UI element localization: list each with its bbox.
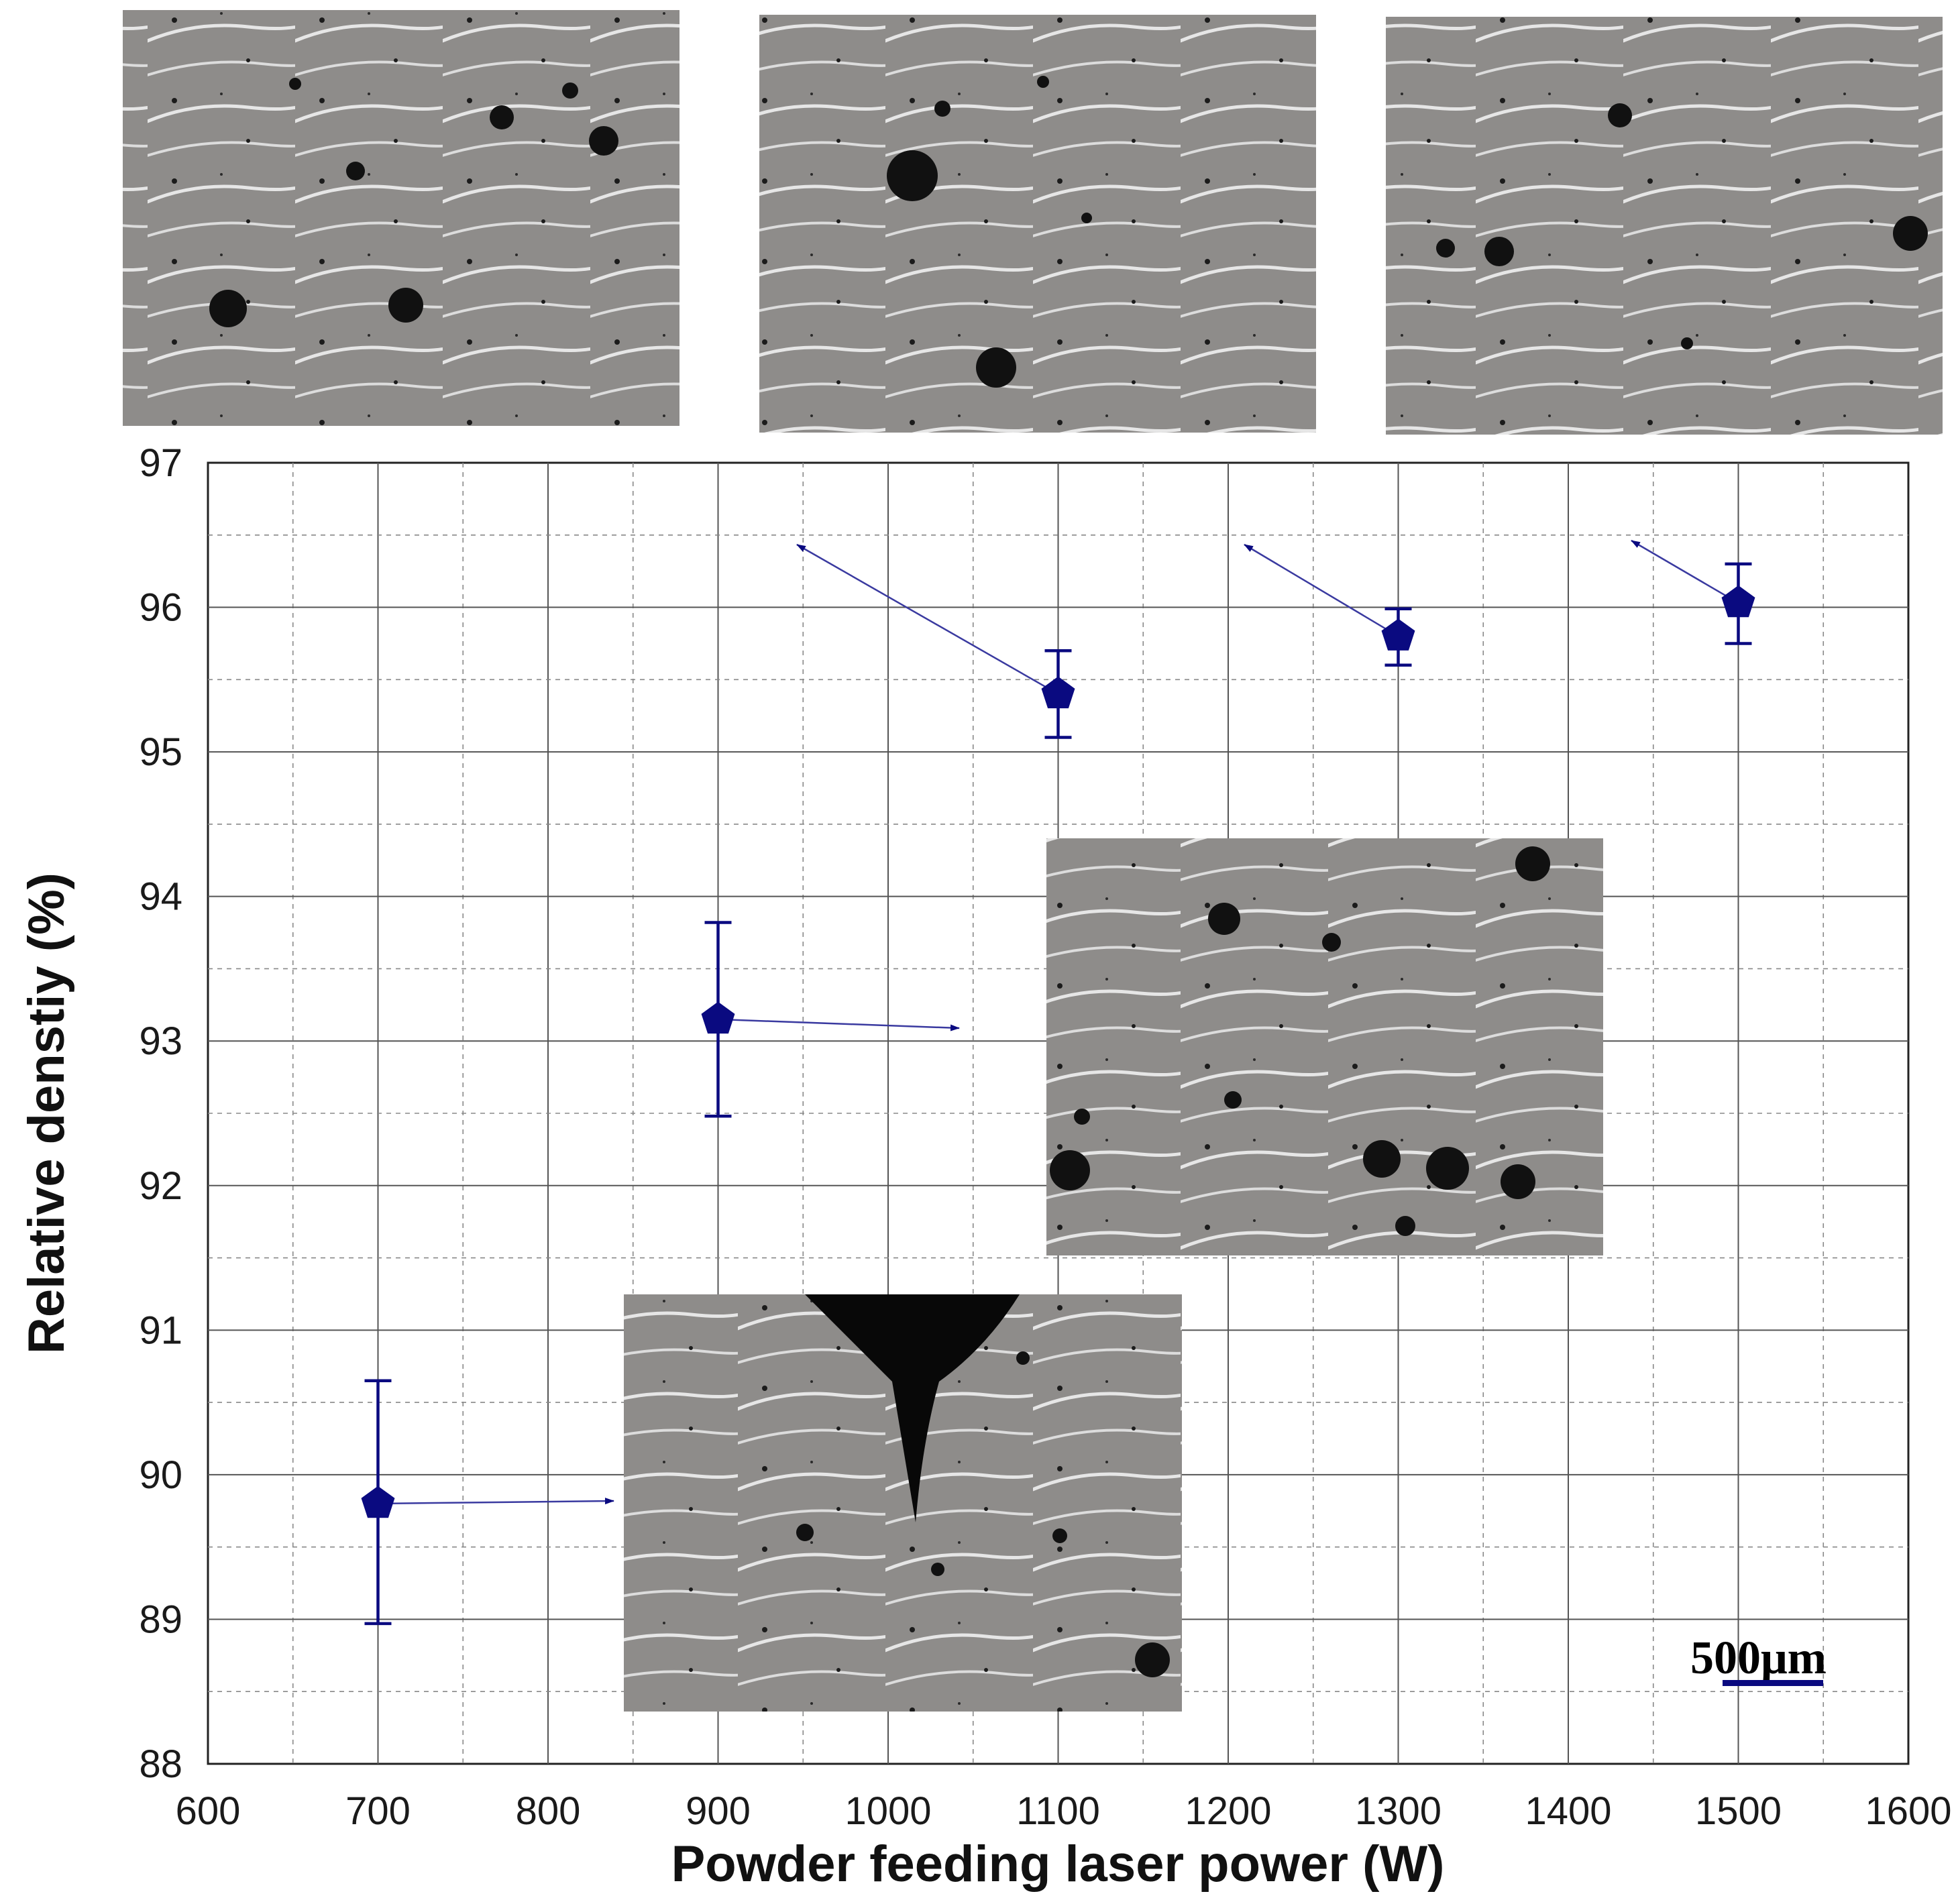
micrograph-1100w — [123, 10, 679, 426]
scale-bar: 500μm — [1690, 1632, 1827, 1686]
y-tick-label: 90 — [139, 1453, 182, 1497]
data-point — [1381, 618, 1415, 651]
pointer-arrow — [1244, 543, 1399, 637]
x-tick-label: 1000 — [845, 1789, 931, 1833]
y-tick-labels: 88 89 90 91 92 93 94 95 96 97 — [139, 441, 182, 1786]
x-tick-label: 800 — [516, 1789, 581, 1833]
pointer-arrow — [1631, 539, 1739, 604]
y-tick-label: 97 — [139, 441, 182, 485]
micrograph-1300w — [759, 15, 1316, 433]
data-point — [1721, 585, 1755, 618]
y-tick-label: 89 — [139, 1598, 182, 1641]
x-tick-label: 1600 — [1865, 1789, 1951, 1833]
pointer-arrow — [718, 1018, 960, 1031]
scale-bar-line — [1723, 1680, 1823, 1686]
data-point — [1041, 676, 1075, 709]
y-tick-label: 88 — [139, 1742, 182, 1786]
y-tick-label: 92 — [139, 1164, 182, 1208]
x-tick-label: 1300 — [1355, 1789, 1442, 1833]
data-points — [361, 585, 1755, 1518]
y-tick-label: 91 — [139, 1308, 182, 1352]
x-tick-label: 1500 — [1695, 1789, 1782, 1833]
x-tick-label: 1400 — [1525, 1789, 1611, 1833]
data-point — [361, 1486, 395, 1518]
y-tick-label: 96 — [139, 586, 182, 630]
x-tick-label: 1200 — [1185, 1789, 1271, 1833]
y-tick-label: 94 — [139, 875, 182, 919]
x-tick-label: 1100 — [1016, 1789, 1100, 1833]
micrograph-900w — [1046, 838, 1603, 1255]
micrograph-700w — [624, 1294, 1182, 1712]
scale-bar-label: 500μm — [1690, 1632, 1827, 1684]
x-axis-title: Powder feeding laser power (W) — [671, 1836, 1445, 1893]
data-point — [701, 1001, 735, 1034]
x-tick-label: 600 — [176, 1789, 241, 1833]
y-tick-label: 95 — [139, 730, 182, 774]
x-tick-labels: 600 700 800 900 1000 1100 1200 1300 1400 1500 1600 — [176, 1789, 1952, 1833]
pointer-arrow — [796, 543, 1059, 695]
pointer-arrow — [378, 1498, 614, 1505]
micrograph-1500w — [1386, 17, 1943, 435]
x-tick-label: 900 — [686, 1789, 751, 1833]
pointer-arrows — [378, 539, 1739, 1505]
x-tick-label: 700 — [345, 1789, 411, 1833]
y-tick-label: 93 — [139, 1019, 182, 1063]
y-axis-title: Relative denstiy (%) — [18, 873, 75, 1354]
